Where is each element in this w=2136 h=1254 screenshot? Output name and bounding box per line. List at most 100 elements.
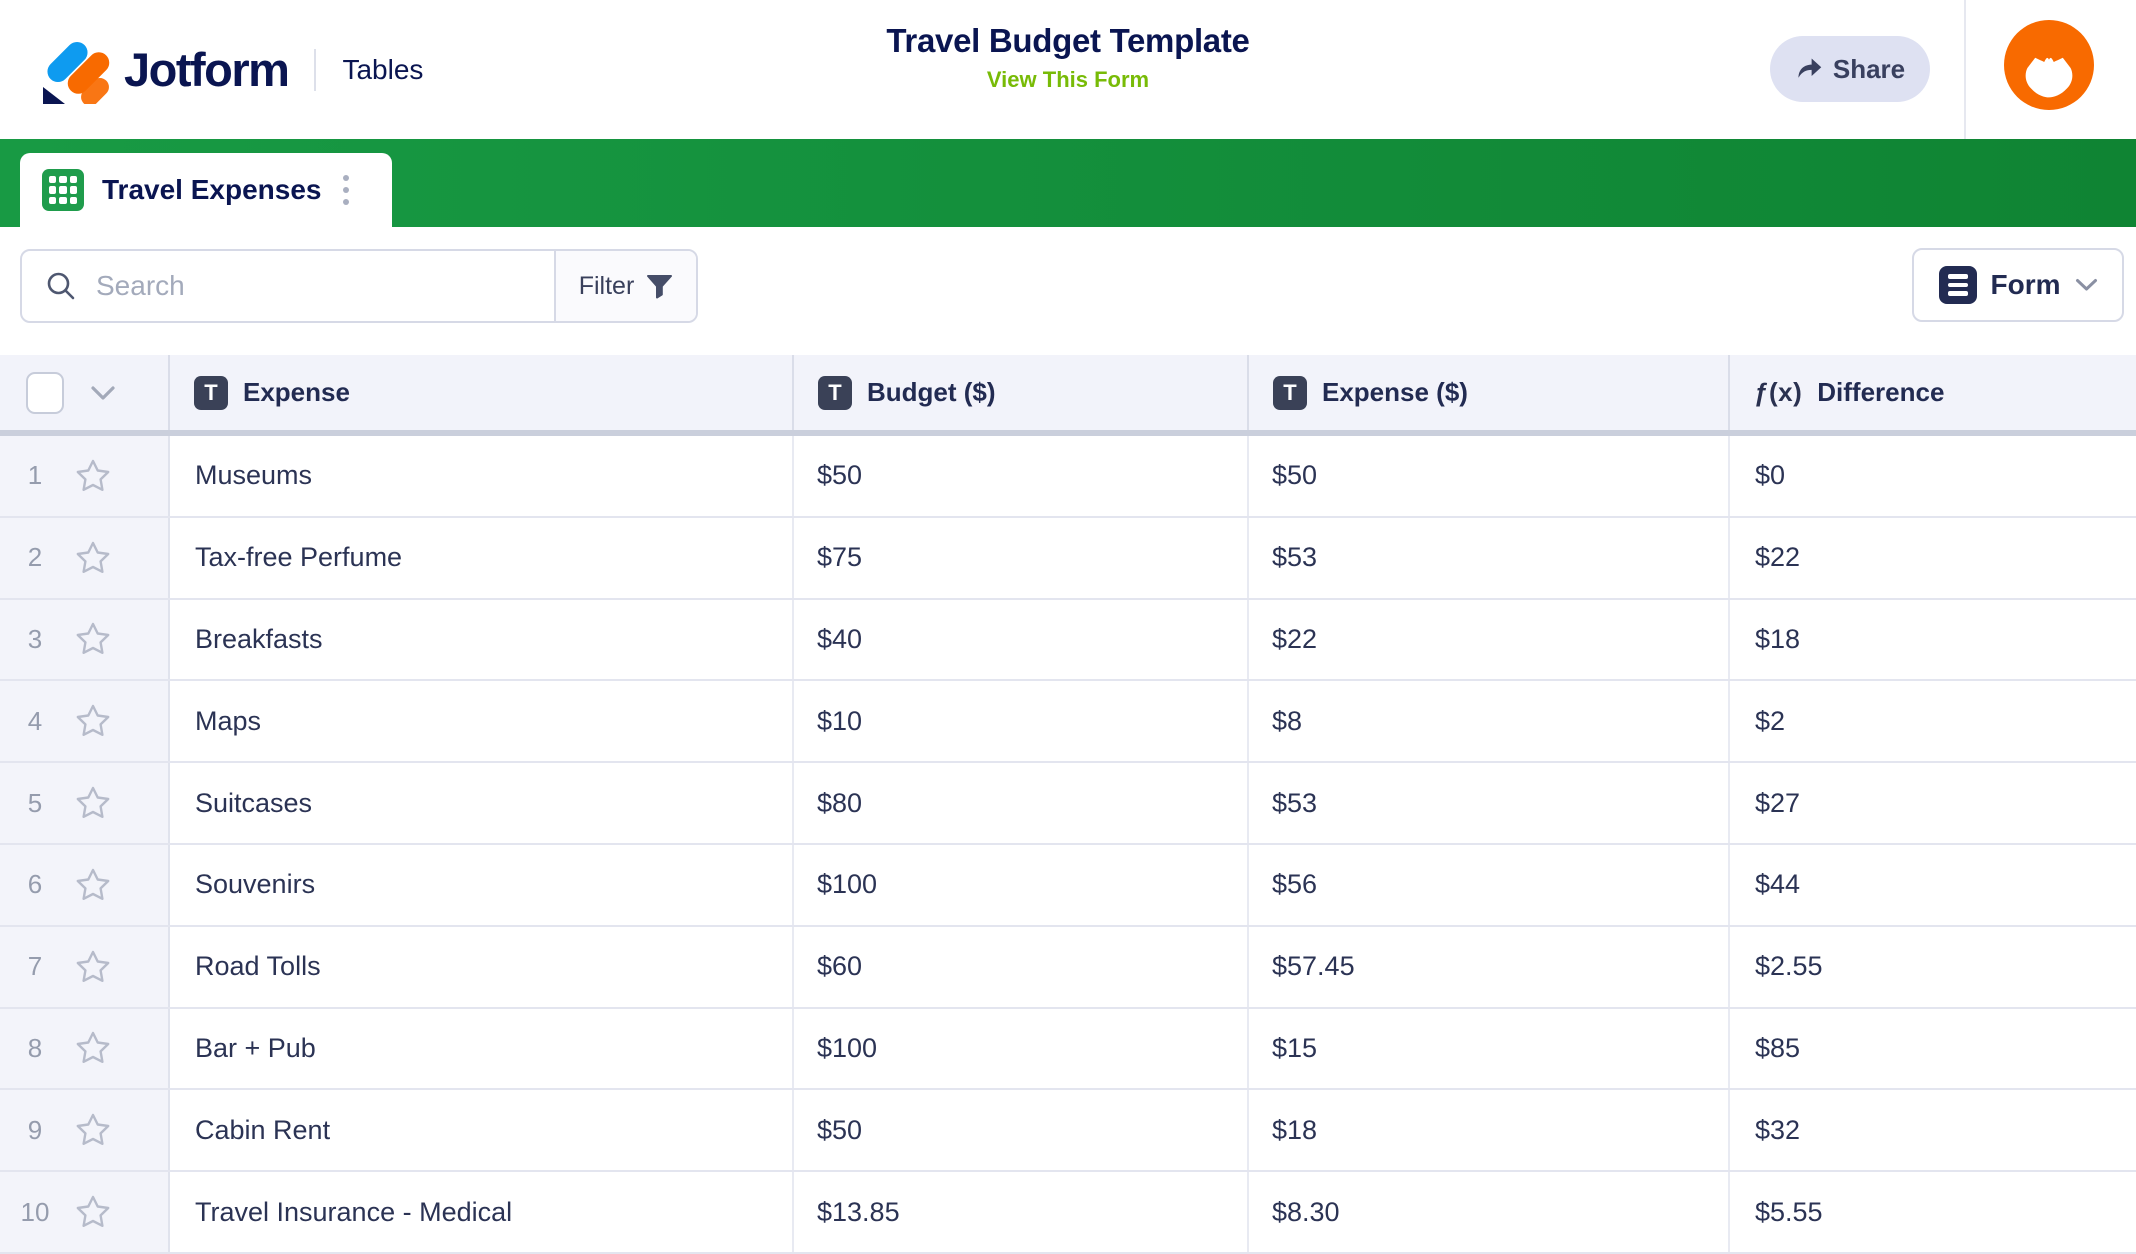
cell-expense-amount[interactable]: $53	[1249, 517, 1730, 598]
form-icon	[1938, 266, 1977, 304]
cell-expense-amount[interactable]: $50	[1249, 436, 1730, 516]
cell-budget[interactable]: $75	[794, 517, 1249, 598]
star-icon[interactable]	[74, 703, 112, 739]
form-label: Form	[1990, 269, 2061, 300]
table-row: 3 Breakfasts $40 $22 $18	[0, 599, 2136, 682]
cell-difference[interactable]: $32	[1730, 1090, 2136, 1171]
cell-expense[interactable]: Travel Insurance - Medical	[170, 1172, 794, 1252]
chevron-down-icon[interactable]	[90, 385, 116, 401]
cell-expense-amount[interactable]: $8.30	[1249, 1172, 1730, 1252]
app-header: Jotform Tables Travel Budget Template Vi…	[0, 0, 2136, 139]
product-name[interactable]: Tables	[342, 53, 424, 85]
table-row: 4 Maps $10 $8 $2	[0, 681, 2136, 764]
avatar-cat-icon	[2025, 57, 2073, 98]
search-filter-group: Search Filter	[20, 249, 698, 323]
column-header-difference[interactable]: ƒ(x) Difference	[1754, 377, 1945, 407]
row-handle: 1	[0, 436, 170, 516]
cell-budget[interactable]: $40	[794, 599, 1249, 680]
filter-funnel-icon	[647, 274, 673, 298]
cell-difference[interactable]: $85	[1730, 1008, 2136, 1089]
star-icon[interactable]	[74, 621, 112, 657]
cell-expense[interactable]: Cabin Rent	[170, 1090, 794, 1171]
row-number: 1	[27, 460, 43, 491]
formula-column-icon: ƒ(x)	[1754, 377, 1803, 407]
cell-expense-amount[interactable]: $56	[1249, 844, 1730, 925]
star-icon[interactable]	[74, 949, 112, 985]
search-input[interactable]: Search	[22, 251, 554, 321]
column-header-expense-amount[interactable]: T Expense ($)	[1249, 355, 1730, 430]
filter-button[interactable]: Filter	[554, 251, 696, 321]
row-handle: 5	[0, 763, 170, 843]
column-header-expense[interactable]: T Expense	[170, 355, 794, 430]
row-handle: 10	[0, 1172, 170, 1252]
cell-budget[interactable]: $50	[794, 1090, 1249, 1171]
cell-expense-amount[interactable]: $18	[1249, 1090, 1730, 1171]
cell-expense-amount[interactable]: $15	[1249, 1008, 1730, 1089]
header-separator	[0, 430, 2136, 436]
form-view-button[interactable]: Form	[1912, 248, 2124, 322]
cell-expense[interactable]: Breakfasts	[170, 599, 794, 680]
cell-expense[interactable]: Road Tolls	[170, 926, 794, 1007]
column-header-budget[interactable]: T Budget ($)	[794, 355, 1249, 430]
cell-difference[interactable]: $27	[1730, 763, 2136, 843]
user-avatar[interactable]	[2004, 20, 2094, 110]
cell-difference[interactable]: $18	[1730, 599, 2136, 680]
row-number: 10	[20, 1196, 50, 1227]
cell-expense[interactable]: Suitcases	[170, 763, 794, 843]
cell-budget[interactable]: $60	[794, 926, 1249, 1007]
cell-expense-amount[interactable]: $22	[1249, 599, 1730, 680]
cell-expense[interactable]: Museums	[170, 436, 794, 516]
table-row: 5 Suitcases $80 $53 $27	[0, 763, 2136, 845]
jotform-logo-icon	[43, 41, 110, 104]
cell-expense[interactable]: Tax-free Perfume	[170, 517, 794, 598]
table-row: 10 Travel Insurance - Medical $13.85 $8.…	[0, 1172, 2136, 1254]
cell-budget[interactable]: $10	[794, 681, 1249, 762]
star-icon[interactable]	[74, 458, 112, 494]
star-icon[interactable]	[74, 1112, 112, 1148]
share-arrow-icon	[1798, 58, 1822, 78]
table-row: 7 Road Tolls $60 $57.45 $2.55	[0, 926, 2136, 1009]
brand-group[interactable]: Jotform Tables	[40, 0, 423, 139]
cell-budget[interactable]: $100	[794, 844, 1249, 925]
row-handle: 9	[0, 1090, 170, 1171]
select-all-checkbox[interactable]	[26, 371, 64, 414]
cell-expense[interactable]: Maps	[170, 681, 794, 762]
cell-expense[interactable]: Bar + Pub	[170, 1008, 794, 1089]
cell-budget[interactable]: $100	[794, 1008, 1249, 1089]
view-this-form-link[interactable]: View This Form	[986, 67, 1150, 92]
row-handle: 3	[0, 599, 170, 680]
star-icon[interactable]	[74, 540, 112, 576]
cell-difference[interactable]: $22	[1730, 517, 2136, 598]
header-divider	[1964, 0, 1966, 139]
cell-expense-amount[interactable]: $8	[1249, 681, 1730, 762]
star-icon[interactable]	[74, 1030, 112, 1066]
table-row: 6 Souvenirs $100 $56 $44	[0, 844, 2136, 927]
row-number: 7	[27, 951, 43, 982]
share-button[interactable]: Share	[1770, 36, 1930, 102]
star-icon[interactable]	[74, 785, 112, 821]
cell-expense-amount[interactable]: $53	[1249, 763, 1730, 843]
cell-difference[interactable]: $0	[1730, 436, 2136, 516]
row-handle: 7	[0, 926, 170, 1007]
cell-budget[interactable]: $80	[794, 763, 1249, 843]
row-number: 3	[27, 623, 43, 654]
cell-expense[interactable]: Souvenirs	[170, 844, 794, 925]
cell-difference[interactable]: $5.55	[1730, 1172, 2136, 1252]
row-number: 4	[27, 705, 43, 736]
cell-budget[interactable]: $13.85	[794, 1172, 1249, 1252]
cell-difference[interactable]: $2	[1730, 681, 2136, 762]
tab-travel-expenses[interactable]: Travel Expenses	[20, 153, 392, 227]
cell-difference[interactable]: $2.55	[1730, 926, 2136, 1007]
text-column-icon: T	[194, 375, 228, 410]
cell-expense-amount[interactable]: $57.45	[1249, 926, 1730, 1007]
row-number: 6	[27, 869, 43, 900]
row-handle: 6	[0, 844, 170, 925]
toolbar: Search Filter Form	[0, 227, 2136, 355]
tab-menu-kebab-icon[interactable]	[337, 169, 355, 211]
cell-budget[interactable]: $50	[794, 436, 1249, 516]
row-handle: 8	[0, 1008, 170, 1089]
star-icon[interactable]	[74, 867, 112, 903]
brand-wordmark: Jotform	[124, 43, 290, 96]
cell-difference[interactable]: $44	[1730, 844, 2136, 925]
star-icon[interactable]	[74, 1194, 112, 1230]
